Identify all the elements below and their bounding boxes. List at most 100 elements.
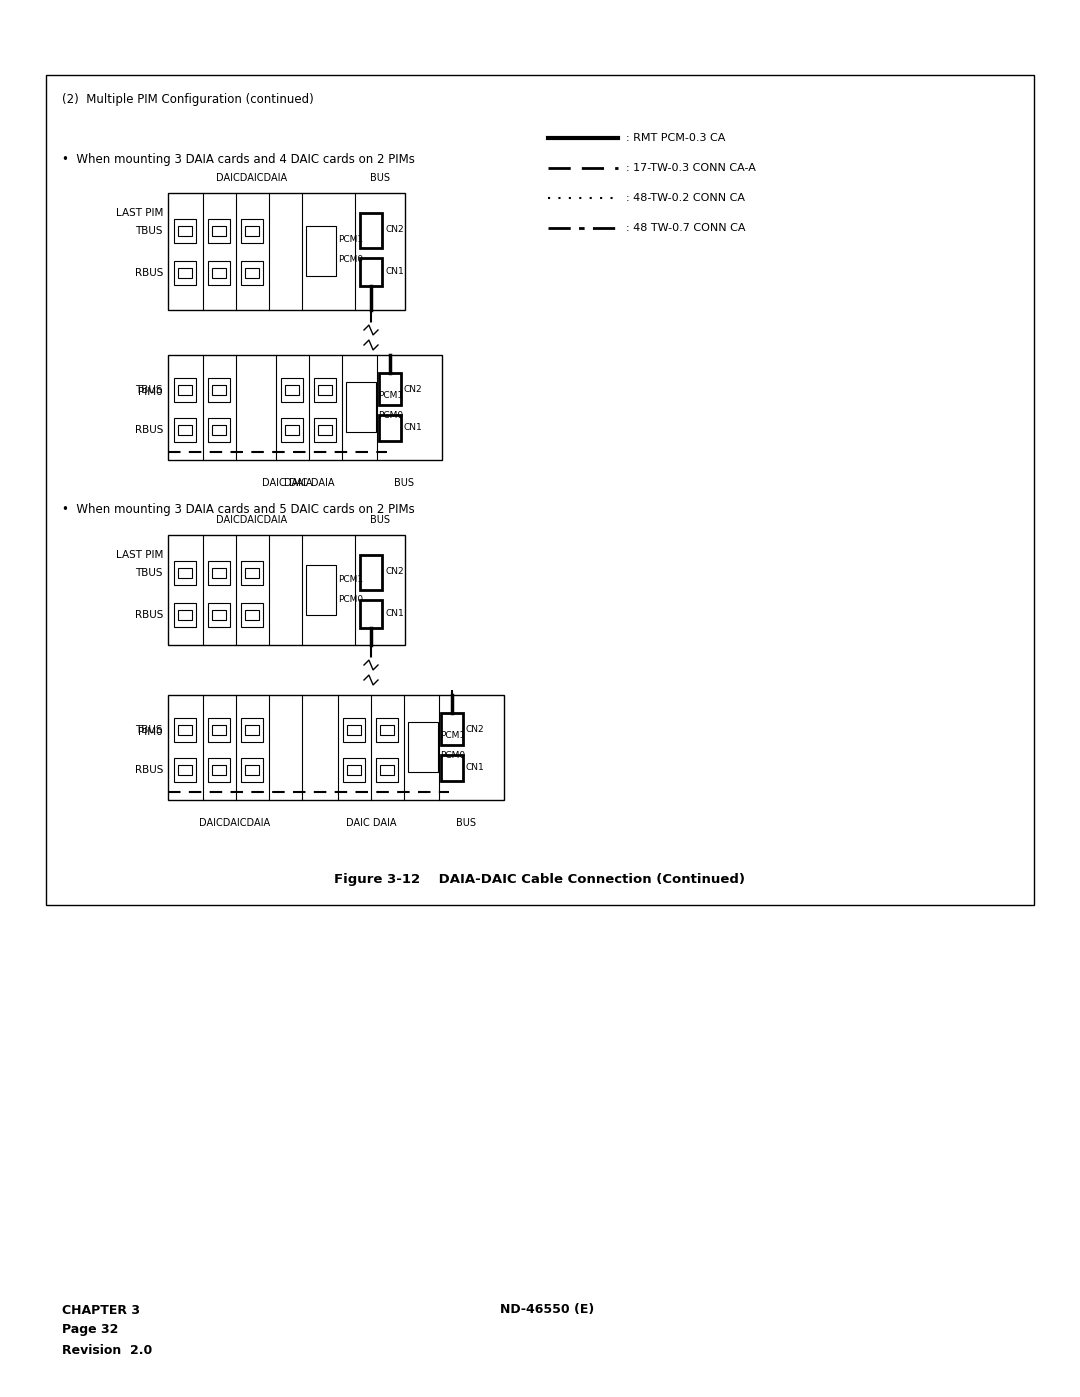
Text: TBUS: TBUS [135,725,163,735]
Bar [347,766,361,775]
Text: BUS: BUS [370,515,390,525]
Bar [212,610,226,620]
Text: CN2: CN2 [465,725,485,733]
Bar [168,535,405,645]
Bar [208,379,230,402]
Bar [174,759,195,782]
Bar [408,722,438,773]
Text: PCM1: PCM1 [440,732,465,740]
Text: CN2: CN2 [404,384,422,394]
Bar [241,562,264,585]
Bar [281,379,303,402]
Text: CN1: CN1 [404,423,422,433]
Text: DAIC DAIA: DAIC DAIA [284,478,334,488]
Bar [360,555,382,590]
Bar [168,193,405,310]
Bar [347,725,361,735]
Bar [441,754,463,781]
Bar [212,569,226,578]
Text: BUS: BUS [370,173,390,183]
Text: DAICDAICDAIA: DAICDAICDAIA [216,173,287,183]
Bar [318,425,332,434]
Text: CN1: CN1 [384,267,404,277]
Bar [245,226,259,236]
Bar [245,610,259,620]
Bar [376,718,399,742]
Bar [174,604,195,627]
Text: PCM0: PCM0 [338,256,363,264]
Text: PCM0: PCM0 [440,752,465,760]
Bar [212,766,226,775]
Bar [318,386,332,395]
Text: : 48-TW-0.2 CONN CA: : 48-TW-0.2 CONN CA [626,193,745,203]
Text: PCM1: PCM1 [338,236,363,244]
Bar [178,569,192,578]
Text: ND-46550 (E): ND-46550 (E) [500,1303,594,1316]
Text: PCM1: PCM1 [338,574,363,584]
Text: TBUS: TBUS [135,386,163,395]
Text: CN1: CN1 [384,609,404,619]
Bar [178,268,192,278]
Bar [208,759,230,782]
Bar [441,712,463,745]
Text: TBUS: TBUS [135,569,163,578]
Bar [360,599,382,629]
Text: RBUS: RBUS [135,766,163,775]
Text: TBUS: TBUS [135,226,163,236]
Bar [285,386,299,395]
Bar [245,725,259,735]
Text: PIM0: PIM0 [138,387,163,397]
Text: Figure 3-12    DAIA-DAIC Cable Connection (Continued): Figure 3-12 DAIA-DAIC Cable Connection (… [335,873,745,887]
Text: BUS: BUS [456,819,476,828]
Text: (2)  Multiple PIM Configuration (continued): (2) Multiple PIM Configuration (continue… [62,94,314,106]
Bar [178,610,192,620]
Bar [208,418,230,441]
Bar [212,268,226,278]
Bar [346,381,376,432]
Bar [178,226,192,236]
Bar [281,418,303,441]
Bar [245,766,259,775]
Bar [208,261,230,285]
Bar [343,718,365,742]
Bar [46,75,1034,905]
Bar [376,759,399,782]
Bar [241,759,264,782]
Bar [168,355,442,460]
Bar [380,766,394,775]
Bar [212,226,226,236]
Text: PIM0: PIM0 [138,726,163,738]
Bar [245,268,259,278]
Bar [306,226,336,277]
Bar [245,569,259,578]
Text: •  When mounting 3 DAIA cards and 4 DAIC cards on 2 PIMs: • When mounting 3 DAIA cards and 4 DAIC … [62,154,415,166]
Bar [343,759,365,782]
Bar [208,718,230,742]
Text: PCM0: PCM0 [338,595,363,604]
Bar [241,219,264,243]
Text: : 48 TW-0.7 CONN CA: : 48 TW-0.7 CONN CA [626,224,745,233]
Text: : RMT PCM-0.3 CA: : RMT PCM-0.3 CA [626,133,726,142]
Text: RBUS: RBUS [135,425,163,434]
Bar [178,725,192,735]
Bar [285,425,299,434]
Bar [208,562,230,585]
Bar [360,258,382,286]
Text: PCM1: PCM1 [378,391,403,401]
Text: CHAPTER 3: CHAPTER 3 [62,1303,140,1316]
Text: RBUS: RBUS [135,610,163,620]
Text: PCM0: PCM0 [378,412,403,420]
Text: Page 32: Page 32 [62,1323,119,1337]
Bar [314,379,336,402]
Text: LAST PIM: LAST PIM [116,550,163,560]
Bar [174,219,195,243]
Text: BUS: BUS [394,478,414,488]
Bar [360,212,382,249]
Bar [314,418,336,441]
Bar [178,425,192,434]
Bar [241,604,264,627]
Bar [379,415,401,441]
Bar [241,718,264,742]
Bar [174,261,195,285]
Text: Revision  2.0: Revision 2.0 [62,1344,152,1356]
